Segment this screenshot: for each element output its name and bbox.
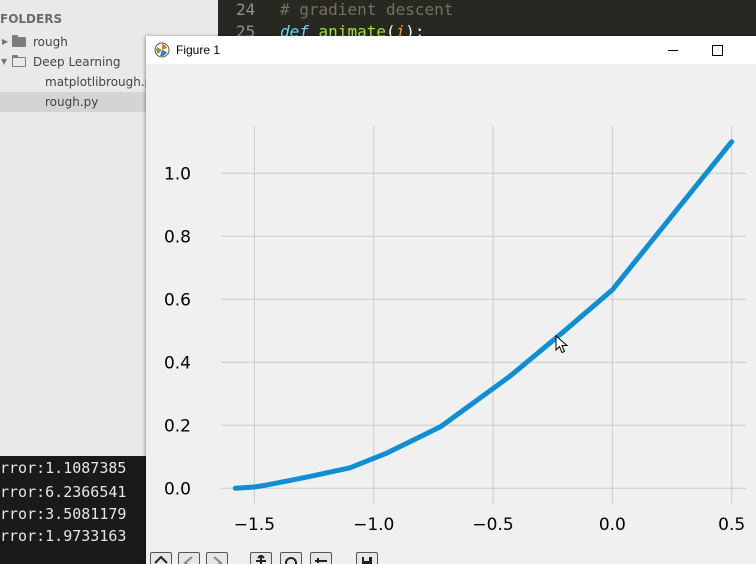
sidebar-item-label: rough bbox=[33, 35, 68, 49]
y-tick-label: 0.0 bbox=[164, 479, 191, 499]
zoom-button[interactable] bbox=[280, 552, 302, 564]
code-paren: ): bbox=[405, 22, 425, 36]
maximize-icon bbox=[712, 45, 723, 56]
code-comment: # gradient descent bbox=[280, 0, 454, 19]
title-bar[interactable]: Figure 1 bbox=[146, 36, 756, 64]
mouse-cursor-icon bbox=[555, 335, 569, 354]
x-tick-label: −1.0 bbox=[353, 515, 394, 535]
line-number: 24 bbox=[236, 0, 256, 19]
y-tick-label: 0.4 bbox=[164, 353, 191, 373]
maximize-button[interactable] bbox=[694, 36, 740, 64]
series-line bbox=[232, 139, 735, 491]
x-tick-label: 0.5 bbox=[718, 515, 745, 535]
terminal-line: rror:3.5081179 bbox=[0, 505, 127, 523]
terminal-line: rror:6.2366541 bbox=[0, 483, 127, 501]
sidebar-item-rough[interactable]: ▶ rough bbox=[0, 32, 218, 52]
x-tick-label: 0.0 bbox=[599, 515, 626, 535]
terminal-output[interactable]: rror:1.1087385 rror:6.2366541 rror:3.508… bbox=[0, 456, 146, 564]
chevron-right-icon: ▶ bbox=[2, 37, 9, 46]
pan-icon bbox=[256, 555, 266, 564]
terminal-line: rror:1.9733163 bbox=[0, 527, 127, 545]
forward-button[interactable] bbox=[206, 552, 228, 564]
save-button[interactable] bbox=[356, 552, 378, 564]
home-button[interactable] bbox=[150, 552, 172, 564]
code-editor[interactable]: 24 # gradient descent 25 def animate(i): bbox=[218, 0, 756, 36]
back-icon bbox=[183, 556, 193, 564]
code-param: i bbox=[395, 22, 406, 36]
terminal-line: rror:1.1087385 bbox=[0, 459, 127, 477]
matplotlib-icon bbox=[154, 42, 170, 58]
sidebar-item-matplotlibrough[interactable]: matplotlibrough.py bbox=[0, 72, 218, 92]
y-tick-label: 0.8 bbox=[164, 227, 191, 247]
sidebar-item-label: matplotlibrough.py bbox=[45, 75, 160, 89]
configure-icon bbox=[315, 558, 327, 564]
data-series bbox=[232, 139, 735, 491]
x-tick-label: −0.5 bbox=[472, 515, 513, 535]
y-tick-label: 1.0 bbox=[164, 164, 191, 184]
sidebar-item-label: rough.py bbox=[45, 95, 99, 109]
minimize-icon bbox=[668, 50, 678, 51]
home-icon bbox=[154, 555, 168, 564]
chevron-down-icon: ▼ bbox=[1, 57, 8, 66]
y-tick-label: 0.6 bbox=[164, 290, 191, 310]
navigation-toolbar bbox=[146, 552, 756, 564]
pan-button[interactable] bbox=[250, 552, 272, 564]
figure-window[interactable]: Figure 1 0.0 0.2 0.4 0.6 0.8 1.0 −1.5 −1.0 −0.5… bbox=[146, 36, 756, 564]
sidebar-header: FOLDERS bbox=[0, 12, 63, 26]
back-button[interactable] bbox=[178, 552, 200, 564]
sidebar-item-label: Deep Learning bbox=[33, 55, 121, 69]
zoom-icon bbox=[285, 557, 297, 564]
code-function: animate bbox=[318, 22, 386, 36]
folder-icon bbox=[12, 35, 26, 47]
y-tick-labels: 0.0 0.2 0.4 0.6 0.8 1.0 bbox=[164, 164, 191, 499]
code-paren: ( bbox=[385, 22, 396, 36]
x-tick-labels: −1.5 −1.0 −0.5 0.0 0.5 bbox=[234, 515, 745, 535]
x-tick-label: −1.5 bbox=[234, 515, 275, 535]
sidebar-item-deep-learning[interactable]: ▼ Deep Learning bbox=[0, 52, 218, 72]
forward-icon bbox=[213, 556, 223, 564]
grid bbox=[221, 126, 746, 504]
configure-button[interactable] bbox=[310, 552, 332, 564]
code-text: def animate(i): bbox=[280, 22, 425, 36]
code-keyword: def bbox=[280, 22, 309, 36]
folder-open-icon bbox=[12, 55, 26, 67]
save-icon bbox=[362, 557, 372, 564]
y-tick-label: 0.2 bbox=[164, 416, 191, 436]
minimize-button[interactable] bbox=[650, 36, 696, 64]
window-title: Figure 1 bbox=[176, 43, 221, 57]
line-number: 25 bbox=[236, 22, 256, 36]
plot-canvas[interactable]: 0.0 0.2 0.4 0.6 0.8 1.0 −1.5 −1.0 −0.5 0.0 0.5 bbox=[146, 64, 756, 552]
